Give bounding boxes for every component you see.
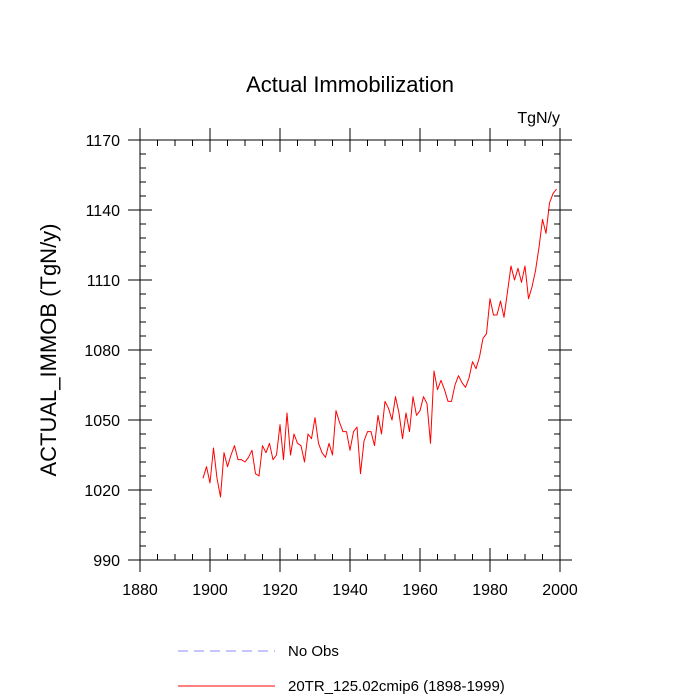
y-tick-label: 1140	[86, 203, 121, 220]
y-tick-label: 1110	[87, 273, 120, 290]
x-axis: 1880 1900 1920 1940 1960 1980 2000	[122, 128, 578, 599]
y-tick-label: 990	[93, 553, 120, 570]
y-tick-label: 1170	[86, 133, 121, 150]
units-label: TgN/y	[517, 110, 560, 127]
plot-frame	[139, 139, 561, 561]
x-tick-label: 1960	[402, 582, 438, 599]
x-tick-label: 1920	[262, 582, 298, 599]
y-tick-label: 1080	[84, 343, 120, 360]
x-tick-label: 1940	[332, 582, 368, 599]
x-tick-label: 1980	[472, 582, 508, 599]
chart-title: Actual Immobilization	[246, 72, 454, 97]
series-line-model	[202, 188, 557, 498]
series-layer	[202, 188, 557, 498]
y-tick-label: 1020	[84, 483, 120, 500]
x-tick-label: 1900	[192, 582, 228, 599]
x-tick-label: 1880	[122, 582, 158, 599]
y-axis: 990 1020 1050 1080 1110 1140 1170	[84, 133, 572, 570]
y-tick-label: 1050	[84, 413, 120, 430]
x-tick-label: 2000	[542, 582, 578, 599]
legend-label-model: 20TR_125.02cmip6 (1898-1999)	[288, 678, 505, 695]
legend: No Obs 20TR_125.02cmip6 (1898-1999)	[178, 643, 505, 695]
y-axis-label: ACTUAL_IMMOB (TgN/y)	[36, 223, 61, 476]
legend-label-no-obs: No Obs	[288, 643, 339, 660]
